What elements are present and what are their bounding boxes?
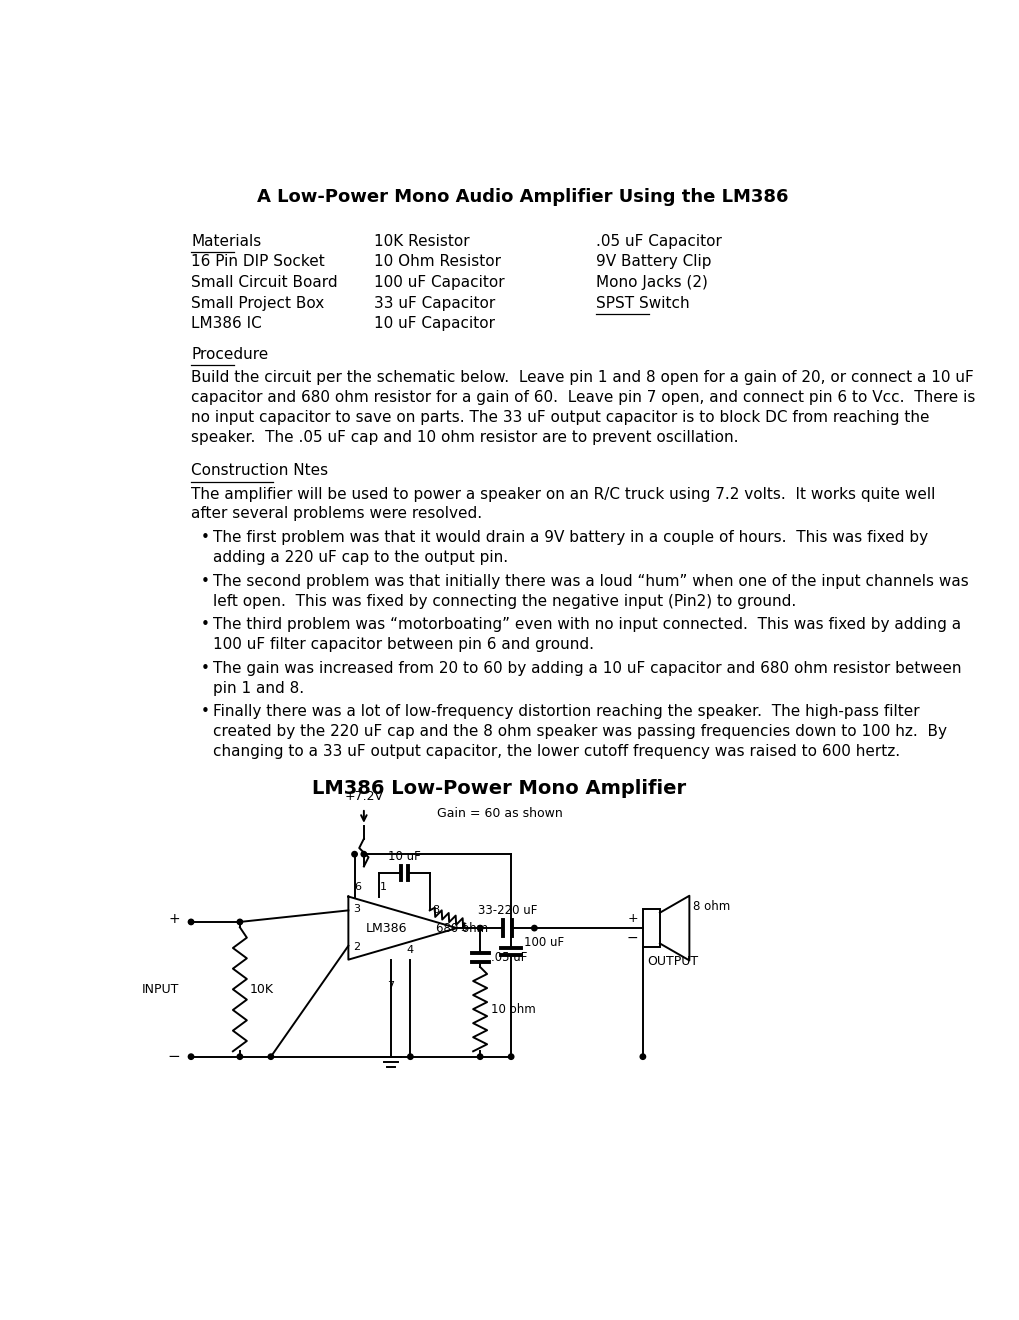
Text: .05 uF: .05 uF (490, 950, 527, 964)
Text: +: + (168, 912, 180, 925)
Text: pin 1 and 8.: pin 1 and 8. (213, 681, 304, 696)
Text: 10 Ohm Resistor: 10 Ohm Resistor (374, 255, 500, 269)
Text: OUTPUT: OUTPUT (646, 956, 697, 968)
Text: 10 uF: 10 uF (388, 850, 421, 863)
Text: Construction Ntes: Construction Ntes (191, 463, 328, 478)
Text: Materials: Materials (191, 234, 261, 249)
Text: Mono Jacks (2): Mono Jacks (2) (596, 275, 707, 290)
Text: Small Project Box: Small Project Box (191, 296, 324, 310)
Circle shape (408, 1053, 413, 1060)
Text: adding a 220 uF cap to the output pin.: adding a 220 uF cap to the output pin. (213, 550, 507, 565)
Text: The amplifier will be used to power a speaker on an R/C truck using 7.2 volts.  : The amplifier will be used to power a sp… (191, 487, 934, 502)
Text: .05 uF Capacitor: .05 uF Capacitor (596, 234, 721, 249)
Text: capacitor and 680 ohm resistor for a gain of 60.  Leave pin 7 open, and connect : capacitor and 680 ohm resistor for a gai… (191, 389, 974, 405)
Text: after several problems were resolved.: after several problems were resolved. (191, 507, 482, 521)
Text: •: • (201, 705, 210, 719)
Text: 1: 1 (379, 882, 386, 892)
Text: The gain was increased from 20 to 60 by adding a 10 uF capacitor and 680 ohm res: The gain was increased from 20 to 60 by … (213, 661, 960, 676)
Text: 33 uF Capacitor: 33 uF Capacitor (374, 296, 494, 310)
Circle shape (531, 925, 537, 931)
Text: The third problem was “motorboating” even with no input connected.  This was fix: The third problem was “motorboating” eve… (213, 618, 960, 632)
Circle shape (477, 1053, 482, 1060)
Circle shape (352, 851, 357, 857)
Text: 5: 5 (460, 923, 467, 933)
Text: LM386 Low-Power Mono Amplifier: LM386 Low-Power Mono Amplifier (312, 780, 686, 799)
Text: +: + (627, 912, 638, 924)
Text: 9V Battery Clip: 9V Battery Clip (596, 255, 711, 269)
Text: LM386 IC: LM386 IC (191, 317, 262, 331)
Circle shape (237, 919, 243, 924)
Circle shape (361, 851, 366, 857)
Text: •: • (201, 531, 210, 545)
Text: changing to a 33 uF output capacitor, the lower cutoff frequency was raised to 6: changing to a 33 uF output capacitor, th… (213, 744, 899, 759)
Text: left open.  This was fixed by connecting the negative input (Pin2) to ground.: left open. This was fixed by connecting … (213, 594, 795, 609)
Text: INPUT: INPUT (142, 983, 179, 995)
Text: 10 ohm: 10 ohm (490, 1003, 535, 1015)
Circle shape (268, 1053, 273, 1060)
Text: 100 uF Capacitor: 100 uF Capacitor (374, 275, 504, 290)
Circle shape (507, 1053, 514, 1060)
Text: 8 ohm: 8 ohm (693, 900, 730, 913)
Text: −: − (167, 1049, 180, 1064)
Text: Procedure: Procedure (191, 347, 268, 362)
Text: Build the circuit per the schematic below.  Leave pin 1 and 8 open for a gain of: Build the circuit per the schematic belo… (191, 370, 973, 385)
Text: 2: 2 (353, 942, 360, 952)
Text: LM386: LM386 (366, 921, 408, 935)
Circle shape (189, 919, 194, 924)
Text: 100 uF filter capacitor between pin 6 and ground.: 100 uF filter capacitor between pin 6 an… (213, 638, 593, 652)
Text: SPST Switch: SPST Switch (596, 296, 689, 310)
Text: 10K Resistor: 10K Resistor (374, 234, 469, 249)
Text: speaker.  The .05 uF cap and 10 ohm resistor are to prevent oscillation.: speaker. The .05 uF cap and 10 ohm resis… (191, 430, 738, 445)
Circle shape (237, 1053, 243, 1060)
Text: Finally there was a lot of low-frequency distortion reaching the speaker.  The h: Finally there was a lot of low-frequency… (213, 705, 918, 719)
Circle shape (640, 1053, 645, 1060)
Bar (642, 909, 659, 948)
Text: −: − (626, 931, 638, 945)
Text: 680 ohm: 680 ohm (435, 923, 488, 936)
Text: 3: 3 (353, 904, 360, 913)
Text: 6: 6 (354, 882, 361, 892)
Text: •: • (201, 574, 210, 589)
Text: Gain = 60 as shown: Gain = 60 as shown (436, 808, 561, 820)
Text: created by the 220 uF cap and the 8 ohm speaker was passing frequencies down to : created by the 220 uF cap and the 8 ohm … (213, 725, 946, 739)
Text: 10K: 10K (249, 983, 273, 995)
Text: 16 Pin DIP Socket: 16 Pin DIP Socket (191, 255, 324, 269)
Text: 33-220 uF: 33-220 uF (477, 904, 536, 916)
Text: 10 uF Capacitor: 10 uF Capacitor (374, 317, 494, 331)
Text: 100 uF: 100 uF (524, 936, 564, 949)
Text: •: • (201, 618, 210, 632)
Text: no input capacitor to save on parts. The 33 uF output capacitor is to block DC f: no input capacitor to save on parts. The… (191, 411, 928, 425)
Text: 4: 4 (407, 945, 414, 956)
Circle shape (477, 925, 482, 931)
Text: The second problem was that initially there was a loud “hum” when one of the inp: The second problem was that initially th… (213, 574, 968, 589)
Circle shape (189, 1053, 194, 1060)
Text: A Low-Power Mono Audio Amplifier Using the LM386: A Low-Power Mono Audio Amplifier Using t… (257, 187, 788, 206)
Text: Small Circuit Board: Small Circuit Board (191, 275, 337, 290)
Text: 7: 7 (387, 981, 394, 991)
Text: The first problem was that it would drain a 9V battery in a couple of hours.  Th: The first problem was that it would drai… (213, 531, 927, 545)
Text: 8: 8 (432, 906, 439, 915)
Text: +7.2V: +7.2V (344, 789, 383, 803)
Text: •: • (201, 661, 210, 676)
